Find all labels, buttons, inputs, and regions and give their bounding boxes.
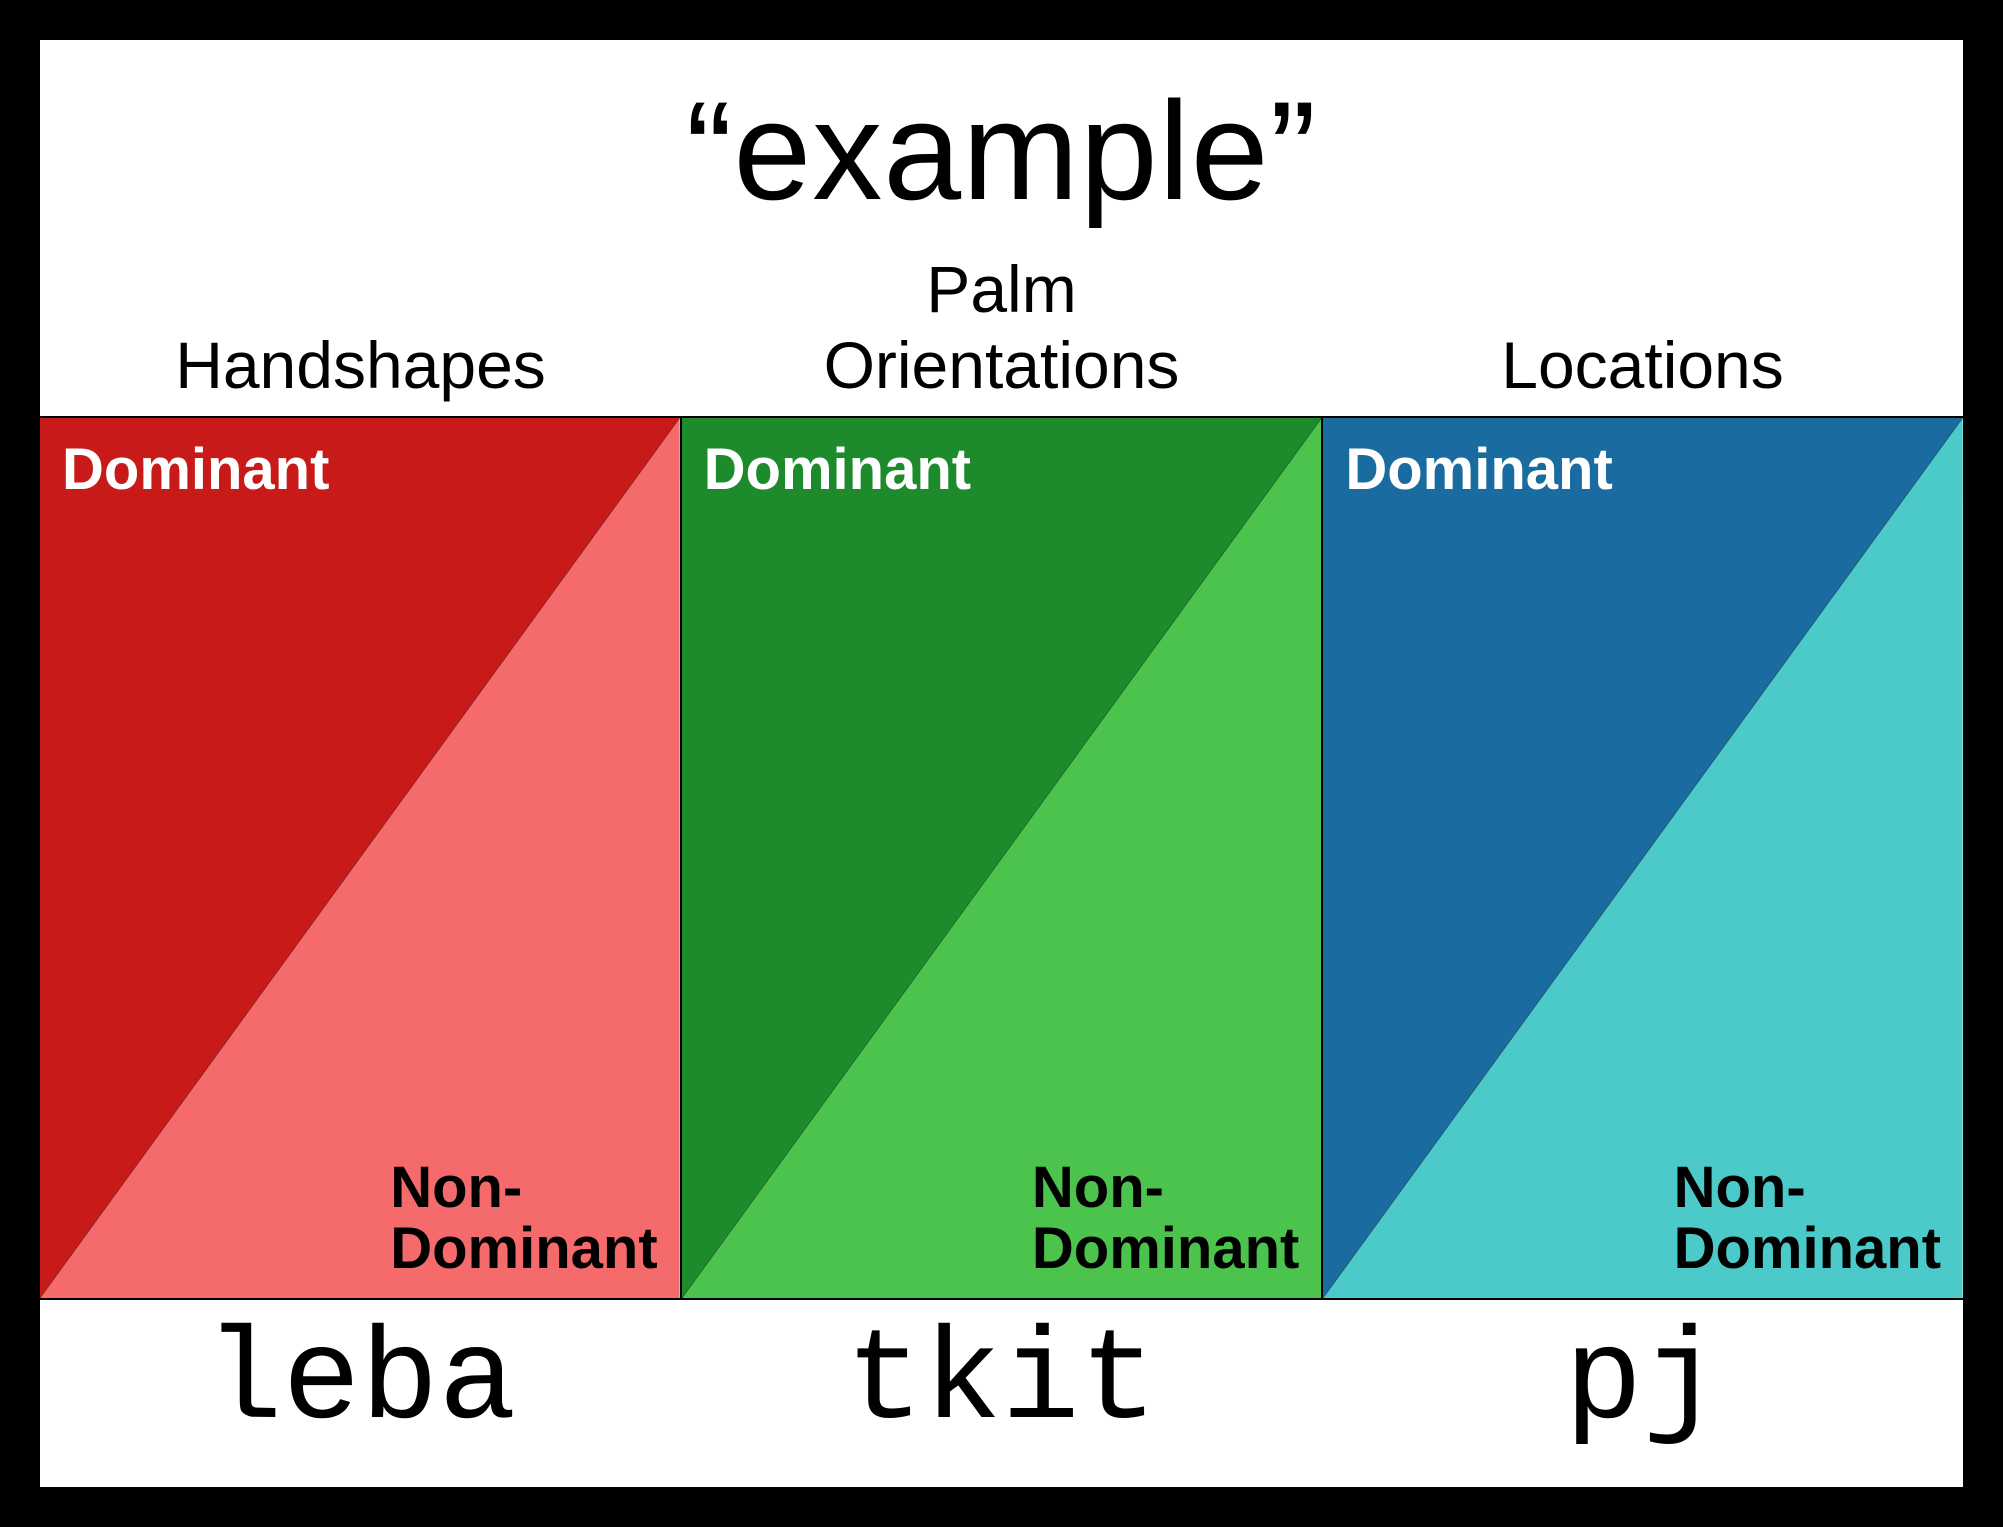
header-handshapes: Handshapes [40, 252, 681, 404]
code-locations: pj [1322, 1310, 1963, 1457]
title-row: “example” [40, 40, 1963, 252]
code-palm-orientations: tkit [681, 1310, 1322, 1457]
diagram-outer-frame: “example” Handshapes Palm Orientations L… [0, 0, 2003, 1527]
header-locations: Locations [1322, 252, 1963, 404]
box-handshapes: Dominant Non- Dominant [40, 418, 682, 1298]
nondominant-label-palm: Non- Dominant [1032, 1158, 1299, 1280]
triangle-boxes-row: Dominant Non- Dominant Dominant Non- Dom… [40, 416, 1963, 1300]
diagram-title: “example” [40, 70, 1963, 232]
box-locations: Dominant Non- Dominant [1323, 418, 1963, 1298]
header-palm-orientations-text: Palm Orientations [824, 252, 1180, 404]
codes-row: leba tkit pj [40, 1300, 1963, 1487]
header-locations-text: Locations [1501, 328, 1784, 404]
header-handshapes-text: Handshapes [175, 328, 546, 404]
code-handshapes: leba [40, 1310, 681, 1457]
diagram-panel: “example” Handshapes Palm Orientations L… [40, 40, 1963, 1487]
dominant-label-palm: Dominant [704, 436, 971, 503]
dominant-label-locations: Dominant [1345, 436, 1612, 503]
dominant-label-handshapes: Dominant [62, 436, 329, 503]
column-headers-row: Handshapes Palm Orientations Locations [40, 252, 1963, 416]
nondominant-label-handshapes: Non- Dominant [390, 1158, 657, 1280]
header-palm-orientations: Palm Orientations [681, 252, 1322, 404]
box-palm-orientations: Dominant Non- Dominant [682, 418, 1324, 1298]
nondominant-label-locations: Non- Dominant [1674, 1158, 1941, 1280]
